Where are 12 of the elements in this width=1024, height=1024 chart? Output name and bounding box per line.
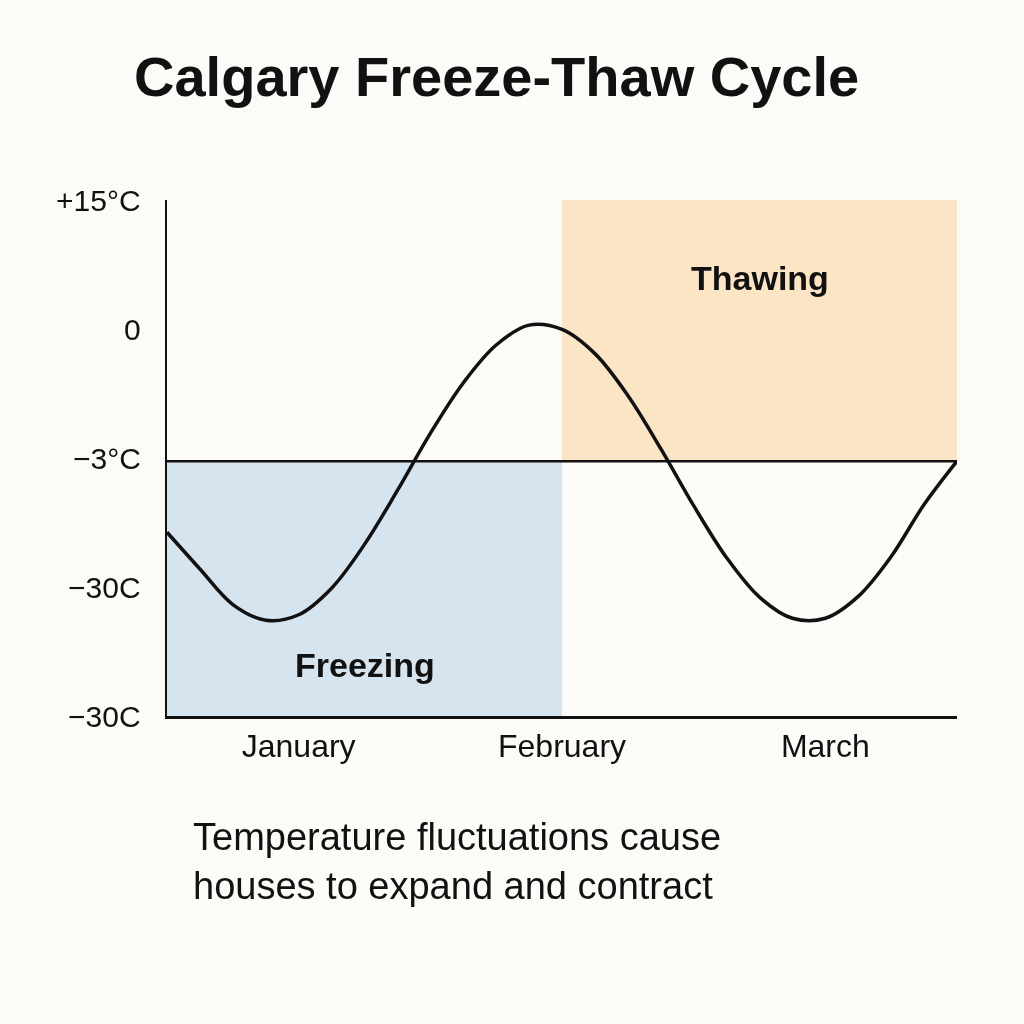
x-tick-label: January: [241, 728, 356, 765]
text: −30C: [68, 571, 141, 604]
chart-title: Calgary Freeze-Thaw Cycle: [134, 44, 860, 108]
band-label: Thawing: [691, 259, 829, 297]
text: +15°C: [56, 184, 141, 217]
x-tick-label: March: [780, 728, 870, 765]
x-tick-label: February: [497, 728, 627, 765]
text: 0: [124, 313, 141, 346]
text: −3°C: [73, 442, 141, 475]
band-label: Freezing: [295, 646, 435, 684]
text: Temperature fluctuations cause houses to expand and contract: [193, 816, 722, 908]
text: −30C: [68, 700, 141, 733]
